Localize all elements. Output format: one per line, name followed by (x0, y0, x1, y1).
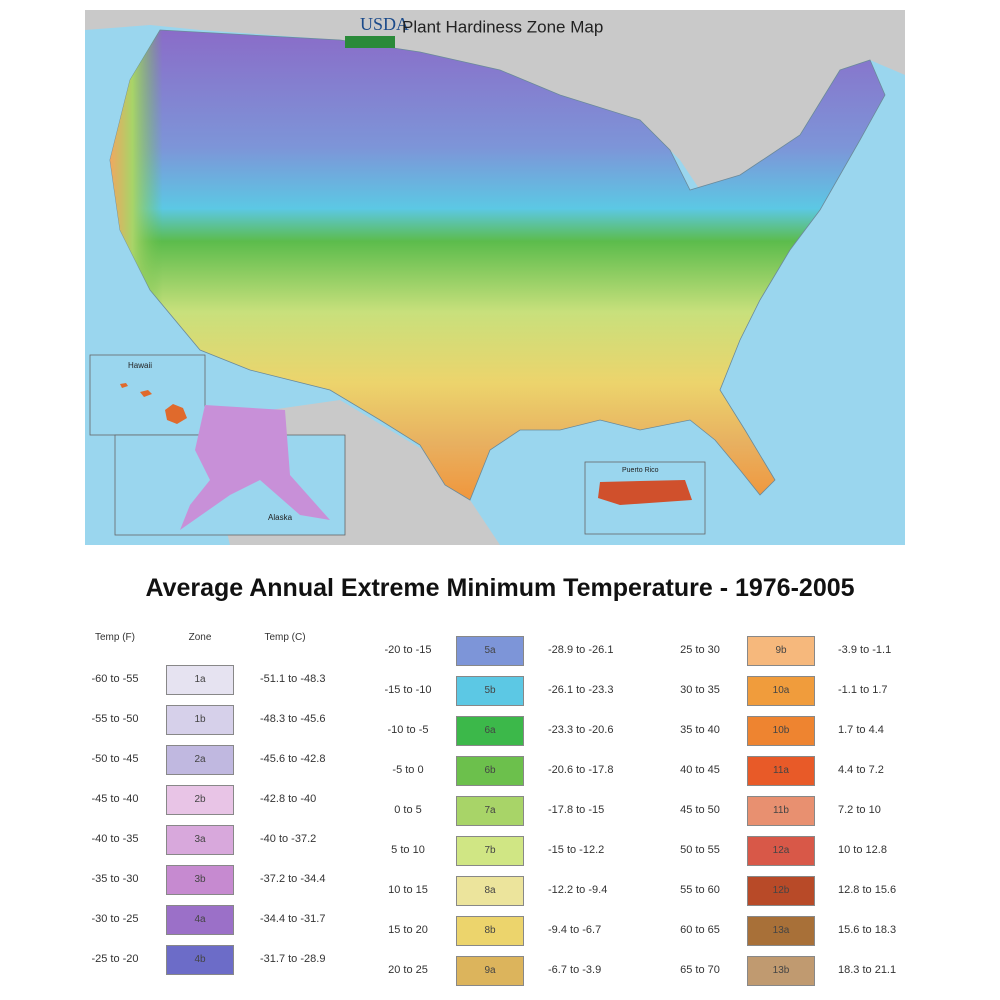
temp-c: -15 to -12.2 (548, 844, 605, 856)
temp-c: 4.4 to 7.2 (838, 764, 884, 776)
temp-c: -1.1 to 1.7 (838, 684, 888, 696)
zone-swatch: 1b (166, 705, 234, 735)
zone-swatch: 7a (456, 796, 524, 826)
puerto-rico (598, 480, 692, 505)
column-header: Temp (F) (95, 632, 135, 643)
temp-c: -31.7 to -28.9 (260, 953, 326, 965)
temp-f: -30 to -25 (91, 913, 139, 925)
logo-bar (345, 36, 395, 48)
temp-f: -10 to -5 (387, 724, 429, 736)
temp-f: -60 to -55 (91, 673, 139, 685)
temp-f: 5 to 10 (391, 844, 425, 856)
temp-c: -26.1 to -23.3 (548, 684, 614, 696)
temp-f: 20 to 25 (388, 964, 428, 976)
temp-f: 30 to 35 (680, 684, 720, 696)
zone-swatch: 6a (456, 716, 524, 746)
temp-c: -6.7 to -3.9 (548, 964, 602, 976)
temp-f: 60 to 65 (680, 924, 720, 936)
zone-swatch: 8b (456, 916, 524, 946)
temp-c: -42.8 to -40 (260, 793, 317, 805)
hawaii-islands (120, 383, 187, 424)
legend-title: Average Annual Extreme Minimum Temperatu… (145, 574, 855, 602)
temp-c: -9.4 to -6.7 (548, 924, 602, 936)
temp-f: -55 to -50 (91, 713, 139, 725)
zone-swatch: 11a (747, 756, 815, 786)
temp-c: -23.3 to -20.6 (548, 724, 614, 736)
inset-label: Puerto Rico (622, 467, 659, 474)
zone-swatch: 4a (166, 905, 234, 935)
zone-swatch: 13a (747, 916, 815, 946)
temp-f: -35 to -30 (91, 873, 139, 885)
temp-f: -25 to -20 (91, 953, 139, 965)
temp-c: 18.3 to 21.1 (838, 964, 897, 976)
zone-swatch: 3b (166, 865, 234, 895)
inset-label: Hawaii (128, 361, 152, 370)
zone-swatch: 5a (456, 636, 524, 666)
canada (85, 10, 905, 190)
conus (109, 29, 886, 501)
column-header: Zone (188, 632, 212, 643)
temp-c: -3.9 to -1.1 (838, 644, 892, 656)
zone-swatch: 12a (747, 836, 815, 866)
temp-c: 1.7 to 4.4 (838, 724, 884, 736)
zone-swatch: 4b (166, 945, 234, 975)
temp-f: 10 to 15 (388, 884, 428, 896)
zone-swatch: 12b (747, 876, 815, 906)
hawaii-inset (89, 354, 206, 436)
zone-swatch: 11b (747, 796, 815, 826)
temp-f: 25 to 30 (680, 644, 720, 656)
temp-c: -17.8 to -15 (548, 804, 605, 816)
temp-f: 0 to 5 (394, 804, 422, 816)
usda-logo: USDA (360, 14, 409, 34)
temp-f: 35 to 40 (680, 724, 720, 736)
temp-f: -5 to 0 (392, 764, 424, 776)
temp-c: -12.2 to -9.4 (548, 884, 608, 896)
west-coast (110, 30, 260, 370)
zone-swatch: 1a (166, 665, 234, 695)
zone-swatch: 5b (456, 676, 524, 706)
temp-f: -50 to -45 (91, 753, 139, 765)
temp-c: -45.6 to -42.8 (260, 753, 326, 765)
temp-f: 55 to 60 (680, 884, 720, 896)
zone-swatch: 13b (747, 956, 815, 986)
inset-label: Alaska (268, 513, 293, 522)
zone-swatch: 9a (456, 956, 524, 986)
temp-f: 40 to 45 (680, 764, 720, 776)
zone-swatch: 10a (747, 676, 815, 706)
temp-f: -20 to -15 (384, 644, 432, 656)
temp-c: 15.6 to 18.3 (838, 924, 897, 936)
temp-c: -34.4 to -31.7 (260, 913, 326, 925)
temp-f: 45 to 50 (680, 804, 720, 816)
temp-f: -15 to -10 (384, 684, 432, 696)
temp-c: 12.8 to 15.6 (838, 884, 897, 896)
column-header: Temp (C) (264, 632, 306, 643)
map-title: Plant Hardiness Zone Map (402, 17, 603, 36)
zone-swatch: 8a (456, 876, 524, 906)
zone-swatch: 3a (166, 825, 234, 855)
map: USDA Plant Hardiness Zone Map Hawaii Ala… (85, 10, 905, 545)
temp-c: -37.2 to -34.4 (260, 873, 326, 885)
temp-c: -48.3 to -45.6 (260, 713, 326, 725)
temp-f: -45 to -40 (91, 793, 139, 805)
zone-swatch: 7b (456, 836, 524, 866)
temp-c: -28.9 to -26.1 (548, 644, 614, 656)
alaska (180, 405, 330, 530)
temp-c: -20.6 to -17.8 (548, 764, 614, 776)
zone-swatch: 9b (747, 636, 815, 666)
temp-f: 65 to 70 (680, 964, 720, 976)
zone-swatch: 2b (166, 785, 234, 815)
zone-swatch: 6b (456, 756, 524, 786)
temp-c: -51.1 to -48.3 (260, 673, 326, 685)
temp-f: -40 to -35 (91, 833, 139, 845)
temp-f: 50 to 55 (680, 844, 720, 856)
temp-f: 15 to 20 (388, 924, 428, 936)
temp-c: 7.2 to 10 (838, 804, 881, 816)
temp-c: 10 to 12.8 (838, 844, 887, 856)
temp-c: -40 to -37.2 (260, 833, 317, 845)
zone-swatch: 2a (166, 745, 234, 775)
zone-swatch: 10b (747, 716, 815, 746)
